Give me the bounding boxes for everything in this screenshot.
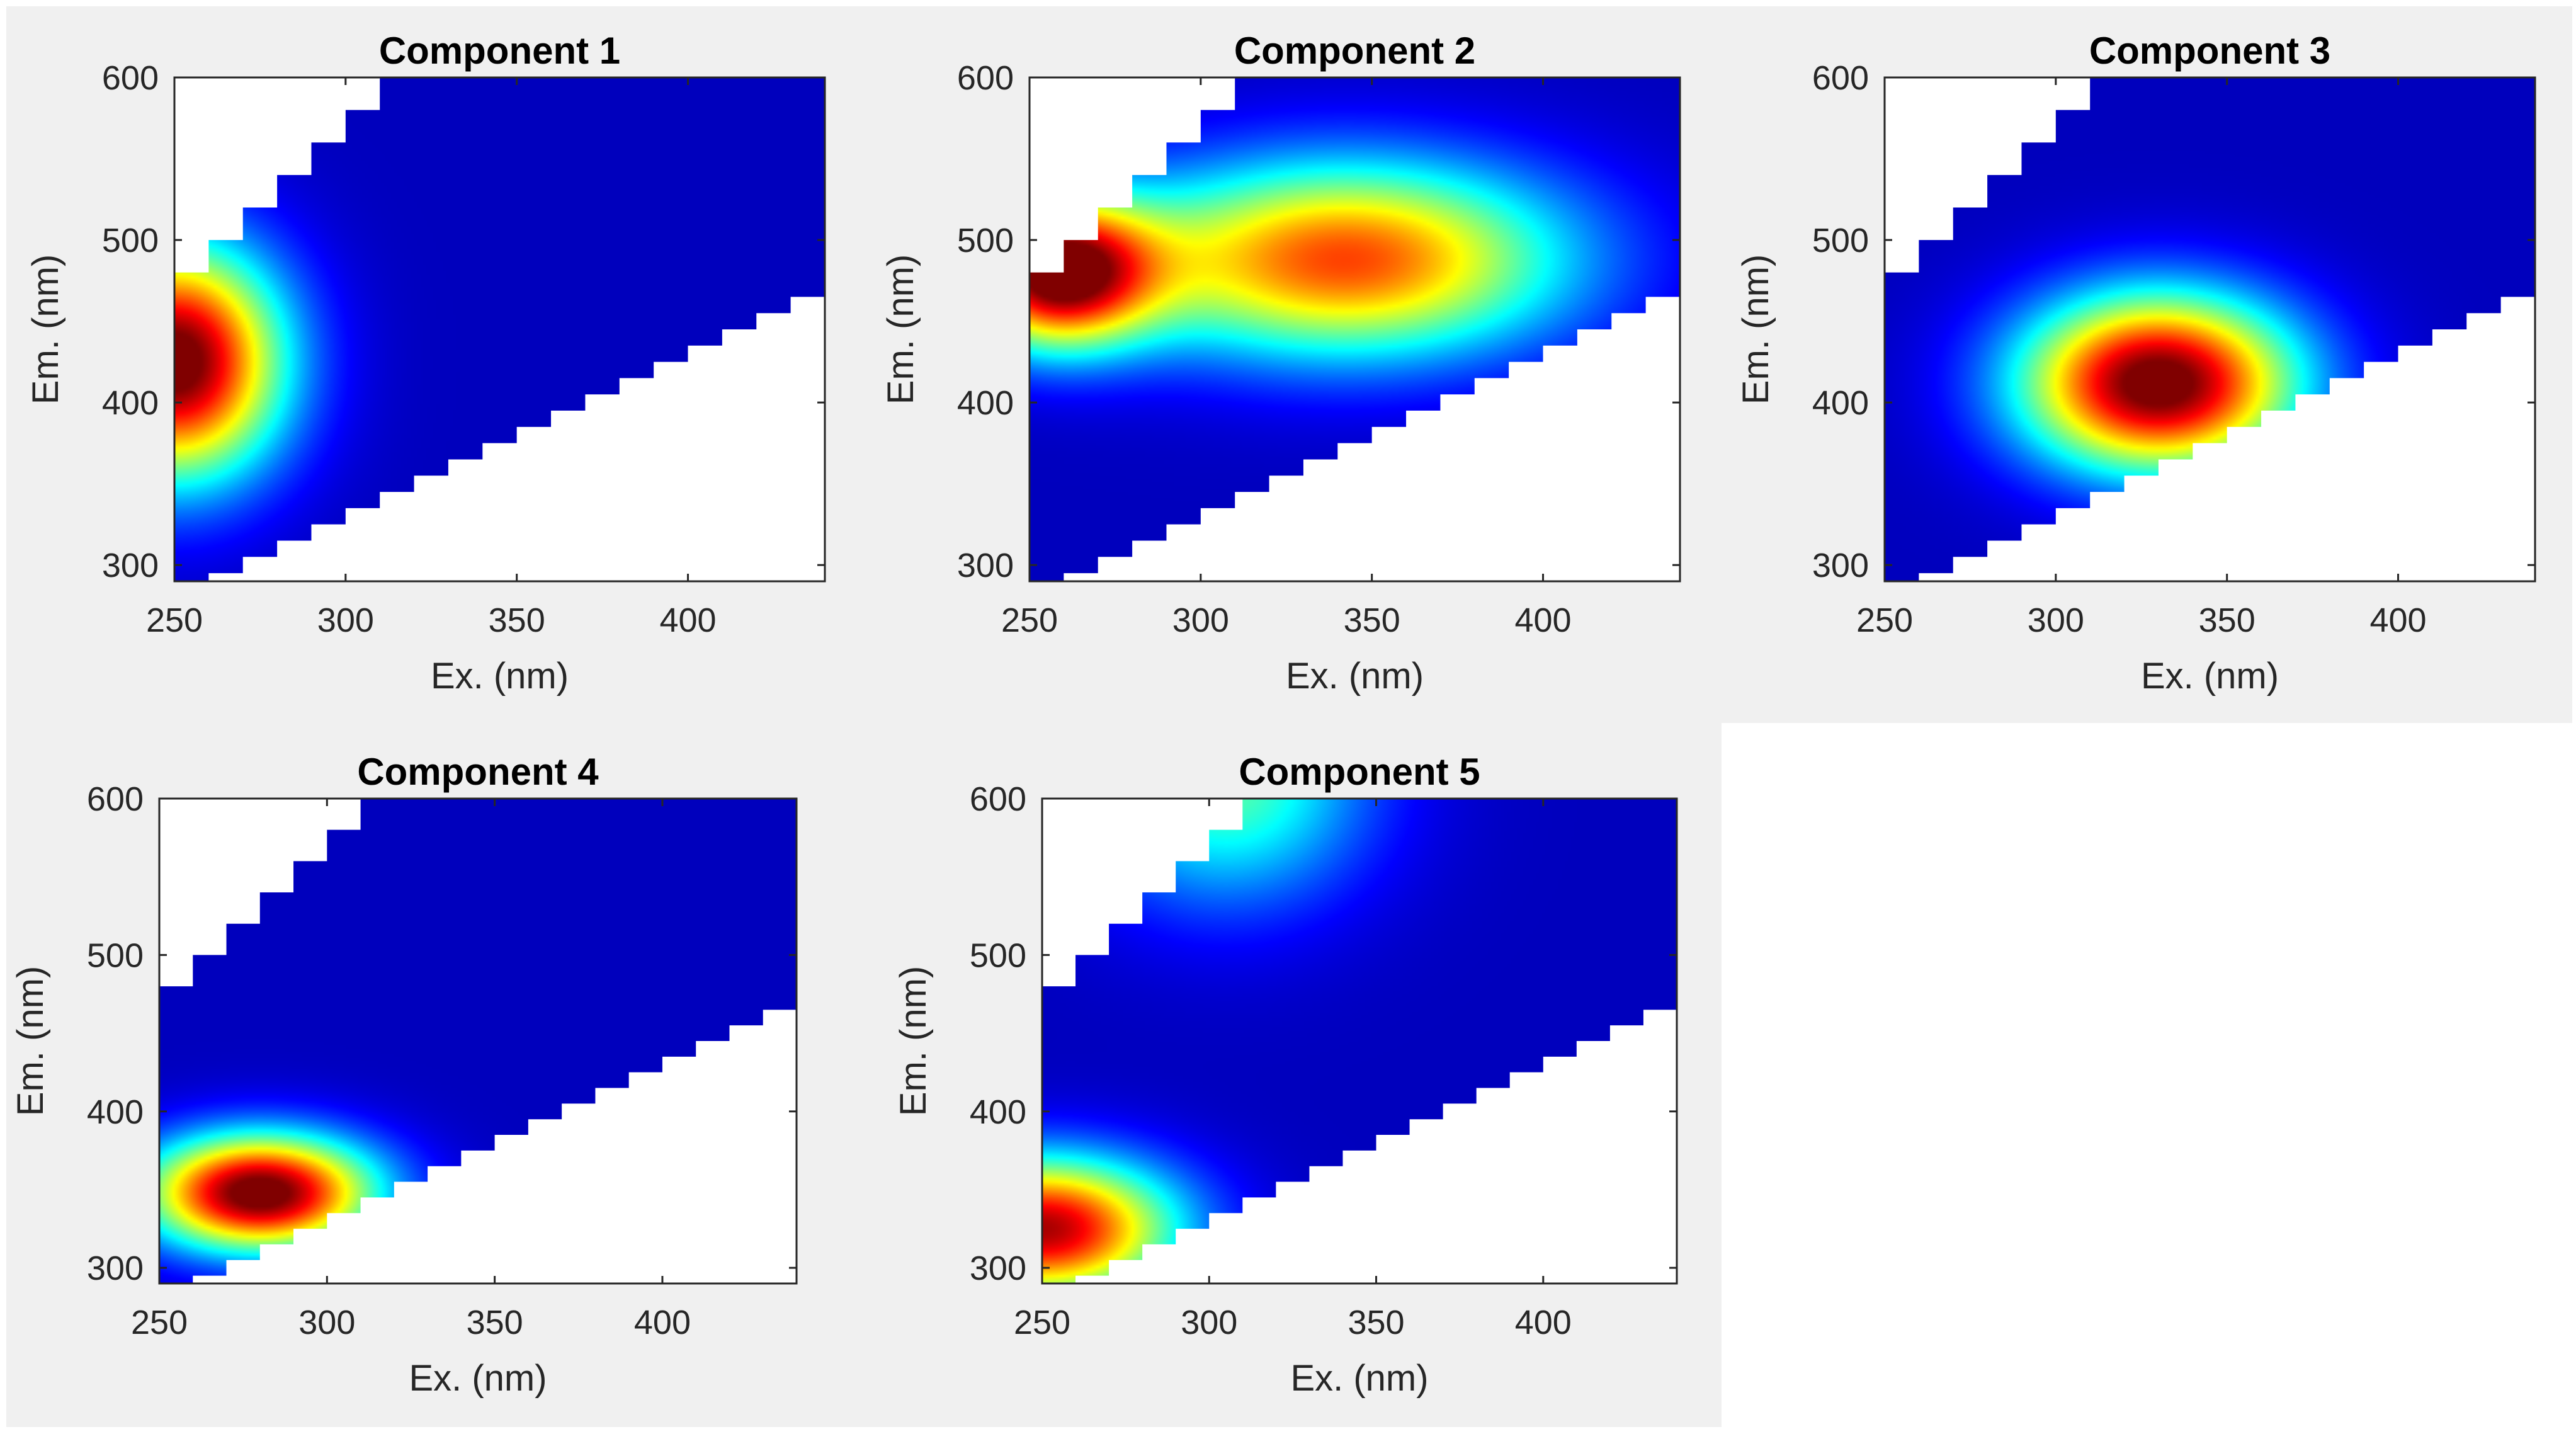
- masked-region-lower: [1885, 280, 2535, 581]
- y-tick-label: 300: [957, 547, 1014, 584]
- masked-region-lower: [1030, 280, 1680, 581]
- x-tick-label: 400: [1515, 1304, 1572, 1341]
- y-tick-label: 500: [957, 222, 1014, 259]
- y-tick-label: 600: [102, 59, 159, 97]
- x-tick-label: 250: [1856, 601, 1913, 639]
- x-tick-label: 350: [467, 1304, 523, 1341]
- chart-title: Component 4: [357, 751, 599, 793]
- masked-region-lower: [159, 994, 797, 1283]
- y-axis-label: Em. (nm): [1735, 254, 1776, 404]
- x-tick-label: 250: [146, 601, 203, 639]
- masked-region-upper: [1042, 799, 1677, 987]
- x-axis-label: Ex. (nm): [1290, 1358, 1428, 1399]
- x-axis-label: Ex. (nm): [1286, 656, 1424, 697]
- x-tick-label: 250: [1001, 601, 1058, 639]
- masked-region-upper: [1885, 77, 2535, 273]
- chart-title: Component 1: [379, 30, 620, 72]
- x-tick-label: 400: [659, 601, 716, 639]
- axes-frame: [158, 797, 798, 1285]
- axes-frame: [1883, 76, 2536, 583]
- x-tick-label: 400: [2369, 601, 2426, 639]
- axes-frame: [1041, 797, 1678, 1285]
- x-tick-label: 250: [131, 1304, 188, 1341]
- x-tick-label: 250: [1014, 1304, 1070, 1341]
- x-tick-label: 350: [489, 601, 545, 639]
- y-tick-label: 600: [970, 780, 1026, 818]
- chart-title: Component 3: [2089, 30, 2330, 72]
- x-axis-label: Ex. (nm): [2141, 656, 2279, 697]
- component-5-panel: Component 5 250 300 350 400 300 400 500 600 Ex. (…: [893, 751, 1678, 1399]
- x-tick-label: 400: [634, 1304, 691, 1341]
- y-tick-label: 300: [1812, 547, 1869, 584]
- axes-frame: [173, 76, 826, 583]
- y-axis-label: Em. (nm): [893, 966, 934, 1116]
- masked-region-upper: [159, 799, 797, 987]
- component-1-panel: Component 1 250 300 350 400 300 400 500 600 Ex. (…: [25, 30, 826, 697]
- masked-region-upper: [1030, 77, 1680, 273]
- y-axis-label: Em. (nm): [25, 254, 66, 404]
- masked-region-lower: [174, 280, 825, 581]
- y-tick-label: 600: [87, 780, 144, 818]
- axes-frame: [1028, 76, 1681, 583]
- y-tick-label: 600: [1812, 59, 1869, 97]
- y-tick-label: 400: [957, 384, 1014, 422]
- y-tick-label: 500: [87, 936, 144, 974]
- masked-region-upper: [174, 77, 825, 273]
- y-tick-label: 500: [102, 222, 159, 259]
- y-tick-label: 300: [970, 1249, 1026, 1287]
- y-tick-label: 400: [87, 1093, 144, 1131]
- y-tick-label: 500: [970, 936, 1026, 974]
- masked-region-lower: [1042, 994, 1677, 1283]
- y-tick-label: 600: [957, 59, 1014, 97]
- y-tick-label: 400: [102, 384, 159, 422]
- chart-title: Component 5: [1239, 751, 1480, 793]
- component-3-panel: Component 3 250 300 350 400 300 400 500 600 Ex. (…: [1735, 30, 2536, 697]
- x-tick-label: 300: [298, 1304, 355, 1341]
- y-axis-label: Em. (nm): [880, 254, 921, 404]
- y-tick-label: 400: [970, 1093, 1026, 1131]
- y-tick-label: 300: [87, 1249, 144, 1287]
- x-tick-label: 400: [1514, 601, 1571, 639]
- x-tick-label: 300: [317, 601, 374, 639]
- y-axis-label: Em. (nm): [10, 966, 51, 1116]
- x-tick-label: 300: [1172, 601, 1229, 639]
- x-tick-label: 350: [1348, 1304, 1404, 1341]
- x-tick-label: 300: [1181, 1304, 1237, 1341]
- x-tick-label: 350: [2199, 601, 2255, 639]
- x-tick-label: 350: [1344, 601, 1400, 639]
- x-axis-label: Ex. (nm): [409, 1358, 547, 1399]
- y-tick-label: 400: [1812, 384, 1869, 422]
- chart-title: Component 2: [1234, 30, 1475, 72]
- component-2-panel: Component 2 250 300 350 400 300 400 500 600 Ex. (…: [880, 30, 1681, 697]
- y-tick-label: 500: [1812, 222, 1869, 259]
- component-4-panel: Component 4 250 300 350 400 300 400 500 600 Ex. (…: [10, 751, 798, 1399]
- y-tick-label: 300: [102, 547, 159, 584]
- x-axis-label: Ex. (nm): [431, 656, 569, 697]
- x-tick-label: 300: [2028, 601, 2084, 639]
